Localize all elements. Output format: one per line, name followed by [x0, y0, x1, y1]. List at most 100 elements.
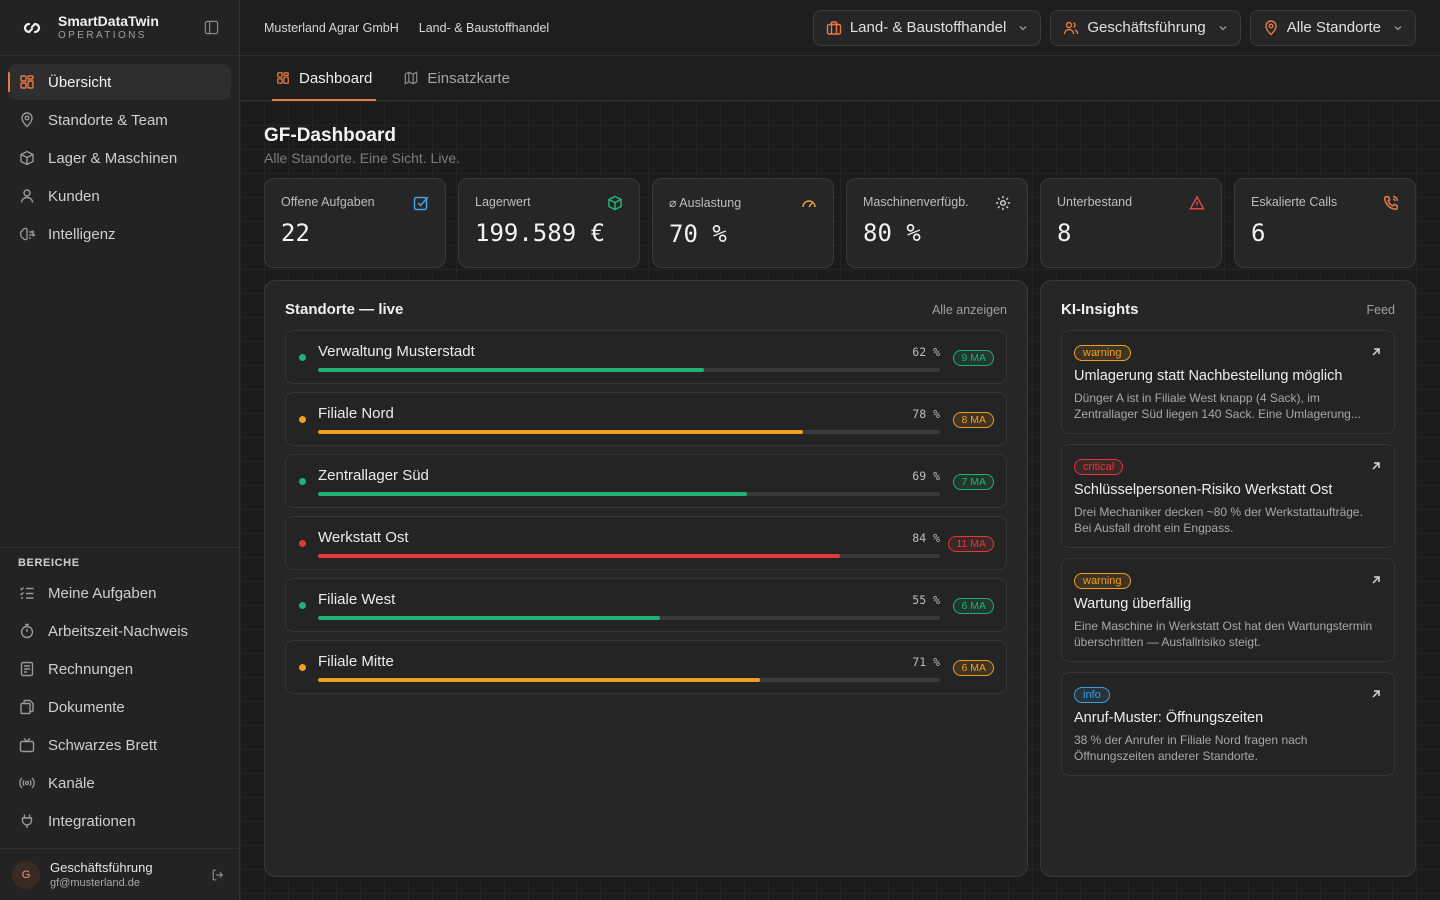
status-dot — [299, 540, 306, 547]
feed-link[interactable]: Feed — [1366, 302, 1396, 317]
sidebar-divider — [0, 547, 239, 548]
insight-description: Eine Maschine in Werkstatt Ost hat den W… — [1074, 619, 1373, 649]
location-select[interactable]: Alle Standorte — [1249, 9, 1416, 46]
map-pin-icon — [18, 111, 36, 129]
topbar: Musterland Agrar GmbH Land- & Baustoffha… — [240, 0, 1440, 56]
sidebar-item-dokumente[interactable]: Dokumente — [8, 689, 231, 725]
insight-title: Schlüsselpersonen-Risiko Werkstatt Ost — [1074, 482, 1333, 498]
staff-badge: 8 MA — [953, 412, 994, 428]
sidebar-item-integrationen[interactable]: Integrationen — [8, 803, 231, 839]
kpi-value: 22 — [281, 219, 310, 247]
sidebar-item-label: Rechnungen — [48, 660, 134, 678]
kpi-card-auslastung[interactable]: ⌀ Auslastung 70 % — [652, 178, 834, 268]
sidebar-item-kanaele[interactable]: Kanäle — [8, 765, 231, 801]
page-subtitle: Alle Standorte. Eine Sicht. Live. — [264, 150, 461, 166]
site-row[interactable]: Zentrallager Süd 69 % 7 MA — [285, 454, 1007, 508]
sidebar-item-label: Integrationen — [48, 812, 136, 830]
panel-title: KI-Insights — [1061, 301, 1139, 318]
utilization-bar — [318, 616, 940, 620]
tab-einsatzkarte[interactable]: Einsatzkarte — [400, 56, 514, 100]
insights-panel: KI-Insights Feed warning Umlagerung statt… — [1040, 280, 1416, 877]
sidebar-item-lager-maschinen[interactable]: Lager & Maschinen — [8, 140, 231, 176]
checkbox-icon — [413, 195, 429, 211]
breadcrumb-division[interactable]: Land- & Baustoffhandel — [418, 20, 550, 35]
site-name: Zentrallager Süd — [318, 467, 429, 484]
role-select[interactable]: Geschäftsführung — [1050, 9, 1241, 46]
site-name: Filiale Mitte — [318, 653, 394, 670]
site-utilization: 78 % — [912, 407, 940, 421]
kpi-value: 199.589 € — [475, 219, 606, 247]
sidebar-item-label: Lager & Maschinen — [48, 149, 178, 167]
site-row[interactable]: Filiale Nord 78 % 8 MA — [285, 392, 1007, 446]
severity-badge: warning — [1074, 345, 1131, 361]
sidebar-item-label: Kunden — [48, 187, 100, 205]
kpi-value: 70 % — [669, 220, 727, 248]
user-profile[interactable]: G Geschäftsführung gf@musterland.de — [0, 848, 239, 900]
status-dot — [299, 664, 306, 671]
kpi-card-offene-aufgaben[interactable]: Offene Aufgaben 22 — [264, 178, 446, 268]
kpi-value: 8 — [1057, 219, 1072, 247]
cube-icon — [607, 195, 623, 211]
areas-nav: Meine Aufgaben Arbeitszeit-Nachweis Rech… — [8, 575, 231, 841]
kpi-label: Eskalierte Calls — [1251, 195, 1338, 209]
sidebar-item-intelligenz[interactable]: Intelligenz — [8, 216, 231, 252]
kpi-card-lagerwert[interactable]: Lagerwert 199.589 € — [458, 178, 640, 268]
staff-badge: 9 MA — [953, 350, 994, 366]
insight-card[interactable]: info Anruf-Muster: Öffnungszeiten 38 % der… — [1061, 672, 1395, 776]
arrow-up-right-icon[interactable] — [1370, 345, 1382, 357]
sidebar-item-uebersicht[interactable]: Übersicht — [8, 64, 231, 100]
site-row[interactable]: Filiale West 55 % 6 MA — [285, 578, 1007, 632]
brand-name: SmartDataTwin — [58, 12, 159, 29]
sidebar-item-label: Standorte & Team — [48, 111, 168, 129]
division-select[interactable]: Land- & Baustoffhandel — [812, 9, 1042, 46]
site-utilization: 62 % — [912, 345, 940, 359]
show-all-link[interactable]: Alle anzeigen — [931, 302, 1007, 317]
view-tabs: Dashboard Einsatzkarte — [240, 56, 1440, 101]
kpi-card-eskalierte-calls[interactable]: Eskalierte Calls 6 — [1234, 178, 1416, 268]
site-row[interactable]: Filiale Mitte 71 % 6 MA — [285, 640, 1007, 694]
brain-icon — [18, 225, 36, 243]
site-utilization: 71 % — [912, 655, 940, 669]
checklist-icon — [18, 584, 36, 602]
sidebar-item-arbeitszeit[interactable]: Arbeitszeit-Nachweis — [8, 613, 231, 649]
insight-card[interactable]: warning Umlagerung statt Nachbestellung m… — [1061, 330, 1395, 434]
arrow-up-right-icon[interactable] — [1370, 459, 1382, 471]
arrow-up-right-icon[interactable] — [1370, 687, 1382, 699]
kpi-label: Lagerwert — [475, 195, 531, 209]
arrow-up-right-icon[interactable] — [1370, 573, 1382, 585]
insight-card[interactable]: warning Wartung überfällig Eine Maschine i… — [1061, 558, 1395, 662]
phone-icon — [1383, 195, 1399, 211]
kpi-card-unterbestand[interactable]: Unterbestand 8 — [1040, 178, 1222, 268]
tv-icon — [18, 736, 36, 754]
sidebar-collapse-icon[interactable] — [201, 18, 221, 38]
sidebar-item-label: Arbeitszeit-Nachweis — [48, 622, 189, 640]
plug-icon — [18, 812, 36, 830]
site-name: Filiale West — [318, 591, 396, 608]
warning-icon — [1189, 195, 1205, 211]
sidebar-item-kunden[interactable]: Kunden — [8, 178, 231, 214]
sidebar-item-standorte-team[interactable]: Standorte & Team — [8, 102, 231, 138]
insight-card[interactable]: critical Schlüsselpersonen-Risiko Werksta… — [1061, 444, 1395, 548]
site-row[interactable]: Werkstatt Ost 84 % 11 MA — [285, 516, 1007, 570]
sites-panel: Standorte — live Alle anzeigen Verwaltun… — [264, 280, 1028, 877]
insight-title: Anruf-Muster: Öffnungszeiten — [1074, 710, 1264, 726]
sidebar-item-meine-aufgaben[interactable]: Meine Aufgaben — [8, 575, 231, 611]
main-content: GF-Dashboard Alle Standorte. Eine Sicht.… — [240, 101, 1440, 900]
kpi-label: ⌀ Auslastung — [669, 196, 742, 210]
logout-icon[interactable] — [209, 866, 227, 884]
sidebar-item-rechnungen[interactable]: Rechnungen — [8, 651, 231, 687]
sidebar-item-label: Dokumente — [48, 698, 125, 716]
map-icon — [404, 71, 418, 85]
status-dot — [299, 354, 306, 361]
site-row[interactable]: Verwaltung Musterstadt 62 % 9 MA — [285, 330, 1007, 384]
kpi-row: Offene Aufgaben 22 Lagerwert 199.589 € ⌀… — [264, 178, 1416, 268]
brand: SmartDataTwin OPERATIONS — [0, 0, 239, 56]
map-pin-icon — [1263, 19, 1279, 36]
tab-dashboard[interactable]: Dashboard — [272, 56, 377, 101]
utilization-bar — [318, 368, 940, 372]
kpi-card-maschinenverfuegbarkeit[interactable]: Maschinenverfügb. 80 % — [846, 178, 1028, 268]
sidebar-item-label: Kanäle — [48, 774, 95, 792]
insight-list: warning Umlagerung statt Nachbestellung m… — [1061, 330, 1395, 776]
breadcrumb-company[interactable]: Musterland Agrar GmbH — [264, 20, 399, 35]
sidebar-item-schwarzes-brett[interactable]: Schwarzes Brett — [8, 727, 231, 763]
